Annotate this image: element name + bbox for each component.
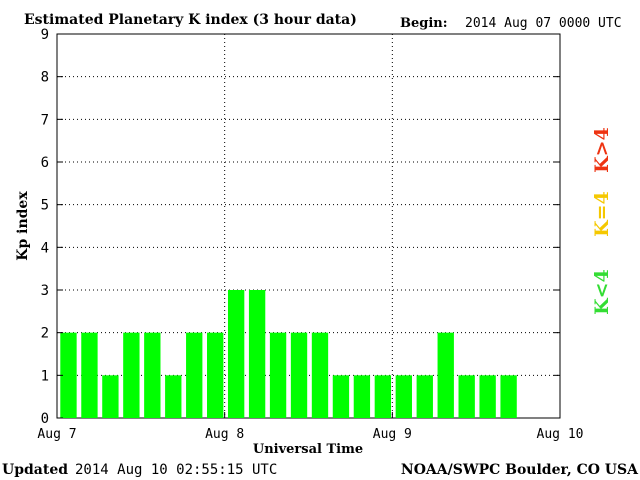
credit-text: NOAA/SWPC Boulder, CO USA xyxy=(401,462,639,478)
kp-bar xyxy=(374,375,392,418)
kp-bar xyxy=(416,375,433,418)
kp-bar xyxy=(60,332,77,418)
updated-value: 2014 Aug 10 02:55:15 UTC xyxy=(75,462,277,478)
legend: K<4 K=4 K>4 xyxy=(591,127,613,315)
updated-label: Updated xyxy=(2,462,68,478)
bar-series xyxy=(60,290,517,418)
kp-bar xyxy=(227,290,245,418)
legend-item: K=4 xyxy=(591,191,613,237)
y-tick-label: 9 xyxy=(41,27,49,43)
kp-bar xyxy=(311,332,329,418)
x-tick-label: Aug 8 xyxy=(205,427,244,442)
begin-label: Begin: xyxy=(400,16,448,31)
legend-item: K<4 xyxy=(591,269,613,315)
horizontal-grid xyxy=(57,76,560,376)
kp-bar xyxy=(437,332,454,418)
kp-bar xyxy=(144,332,161,418)
y-axis-label: Kp index xyxy=(15,191,31,261)
kp-bar xyxy=(81,332,98,418)
y-tick-label: 0 xyxy=(41,411,49,427)
x-tick-label: Aug 7 xyxy=(37,427,76,442)
y-tick-label: 2 xyxy=(41,326,49,342)
y-tick-label: 4 xyxy=(41,240,49,256)
kp-bar xyxy=(500,375,517,418)
kp-bar xyxy=(290,332,308,418)
kp-bar xyxy=(102,375,119,418)
y-tick-label: 1 xyxy=(41,368,49,384)
begin-value: 2014 Aug 07 0000 UTC xyxy=(465,16,622,31)
chart-title: Estimated Planetary K index (3 hour data… xyxy=(24,12,357,28)
kp-bar xyxy=(395,375,412,418)
vertical-grid xyxy=(224,34,393,418)
kp-bar xyxy=(332,375,350,418)
x-tick-label: Aug 10 xyxy=(537,427,584,442)
x-axis-ticks: Aug 7 Aug 8 Aug 9 Aug 10 xyxy=(37,412,583,442)
y-tick-label: 7 xyxy=(41,112,49,128)
y-tick-label: 6 xyxy=(41,155,49,171)
y-tick-label: 3 xyxy=(41,283,49,299)
kp-bar xyxy=(479,375,496,418)
kp-bar xyxy=(353,375,371,418)
kp-bar xyxy=(123,332,140,418)
plot-area xyxy=(56,33,561,419)
legend-item: K>4 xyxy=(591,127,613,173)
kp-bar xyxy=(186,332,203,418)
x-axis-label: Universal Time xyxy=(253,442,363,457)
x-tick-label: Aug 9 xyxy=(373,427,412,442)
kp-bar xyxy=(269,332,287,418)
y-tick-label: 5 xyxy=(41,198,49,214)
y-tick-label: 8 xyxy=(41,70,49,86)
kp-bar xyxy=(165,375,182,418)
kp-bar xyxy=(207,332,224,418)
kp-bar xyxy=(248,290,266,418)
y-axis-ticks: 0 1 2 3 4 5 6 7 8 9 xyxy=(41,27,560,427)
kp-bar xyxy=(458,375,475,418)
